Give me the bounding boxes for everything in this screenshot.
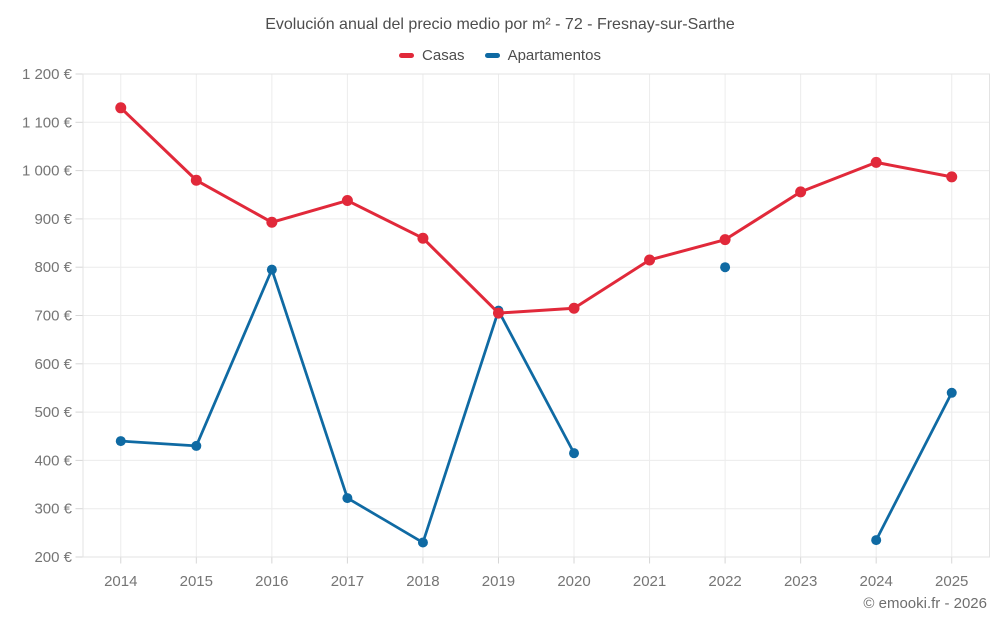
- x-tick-label: 2021: [633, 573, 666, 590]
- data-point-casas-2025[interactable]: [946, 171, 958, 183]
- data-point-casas-2023[interactable]: [795, 186, 807, 198]
- data-point-apartamentos-2020[interactable]: [569, 448, 580, 459]
- x-tick-label: 2014: [104, 573, 137, 590]
- y-tick-label: 1 100 €: [22, 114, 73, 131]
- x-tick-label: 2020: [557, 573, 590, 590]
- data-point-casas-2014[interactable]: [115, 102, 127, 114]
- data-point-casas-2019[interactable]: [492, 307, 504, 319]
- chart-title: Evolución anual del precio medio por m² …: [265, 16, 735, 33]
- data-point-casas-2022[interactable]: [719, 234, 731, 246]
- y-tick-label: 1 200 €: [22, 66, 73, 83]
- y-tick-label: 400 €: [34, 452, 72, 469]
- x-tick-label: 2015: [180, 573, 213, 590]
- data-point-apartamentos-2024[interactable]: [871, 535, 882, 546]
- data-point-apartamentos-2017[interactable]: [342, 493, 353, 504]
- y-tick-label: 1 000 €: [22, 163, 73, 180]
- y-tick-label: 500 €: [34, 404, 72, 421]
- data-point-apartamentos-2025[interactable]: [946, 387, 957, 398]
- data-point-casas-2020[interactable]: [568, 302, 580, 314]
- legend-item-apartamentos[interactable]: Apartamentos: [484, 47, 601, 64]
- data-point-casas-2015[interactable]: [190, 174, 202, 186]
- legend-label-apartamentos: Apartamentos: [507, 47, 601, 64]
- data-point-apartamentos-2016[interactable]: [266, 264, 277, 275]
- chart-legend: Casas Apartamentos: [0, 47, 1000, 64]
- plot-border: [82, 73, 990, 558]
- x-tick-label: 2019: [482, 573, 515, 590]
- x-tick-label: 2023: [784, 573, 817, 590]
- data-point-casas-2024[interactable]: [870, 156, 882, 168]
- data-point-casas-2017[interactable]: [341, 195, 353, 207]
- legend-label-casas: Casas: [422, 47, 465, 64]
- x-tick-label: 2016: [255, 573, 288, 590]
- y-tick-label: 700 €: [34, 308, 72, 325]
- data-point-apartamentos-2018[interactable]: [417, 537, 428, 548]
- data-point-apartamentos-2014[interactable]: [115, 436, 126, 447]
- data-point-casas-2021[interactable]: [644, 254, 656, 266]
- x-tick-label: 2025: [935, 573, 968, 590]
- data-point-casas-2018[interactable]: [417, 232, 429, 244]
- y-tick-label: 800 €: [34, 259, 72, 276]
- y-tick-label: 900 €: [34, 211, 72, 228]
- y-tick-label: 600 €: [34, 356, 72, 373]
- y-tick-label: 300 €: [34, 501, 72, 518]
- attribution-text: © emooki.fr - 2026: [863, 595, 987, 612]
- y-tick-label: 200 €: [34, 549, 72, 566]
- legend-item-casas[interactable]: Casas: [399, 47, 465, 64]
- series-line-apartamentos: [874, 391, 954, 542]
- x-tick-label: 2018: [406, 573, 439, 590]
- casas-swatch-icon: [399, 53, 415, 58]
- data-point-casas-2016[interactable]: [266, 216, 278, 228]
- x-tick-label: 2017: [331, 573, 364, 590]
- x-tick-label: 2022: [708, 573, 741, 590]
- apartamentos-swatch-icon: [484, 53, 500, 58]
- data-point-apartamentos-2022[interactable]: [720, 262, 731, 273]
- data-point-apartamentos-2015[interactable]: [191, 440, 202, 451]
- series-line-casas: [119, 106, 954, 315]
- x-tick-label: 2024: [860, 573, 893, 590]
